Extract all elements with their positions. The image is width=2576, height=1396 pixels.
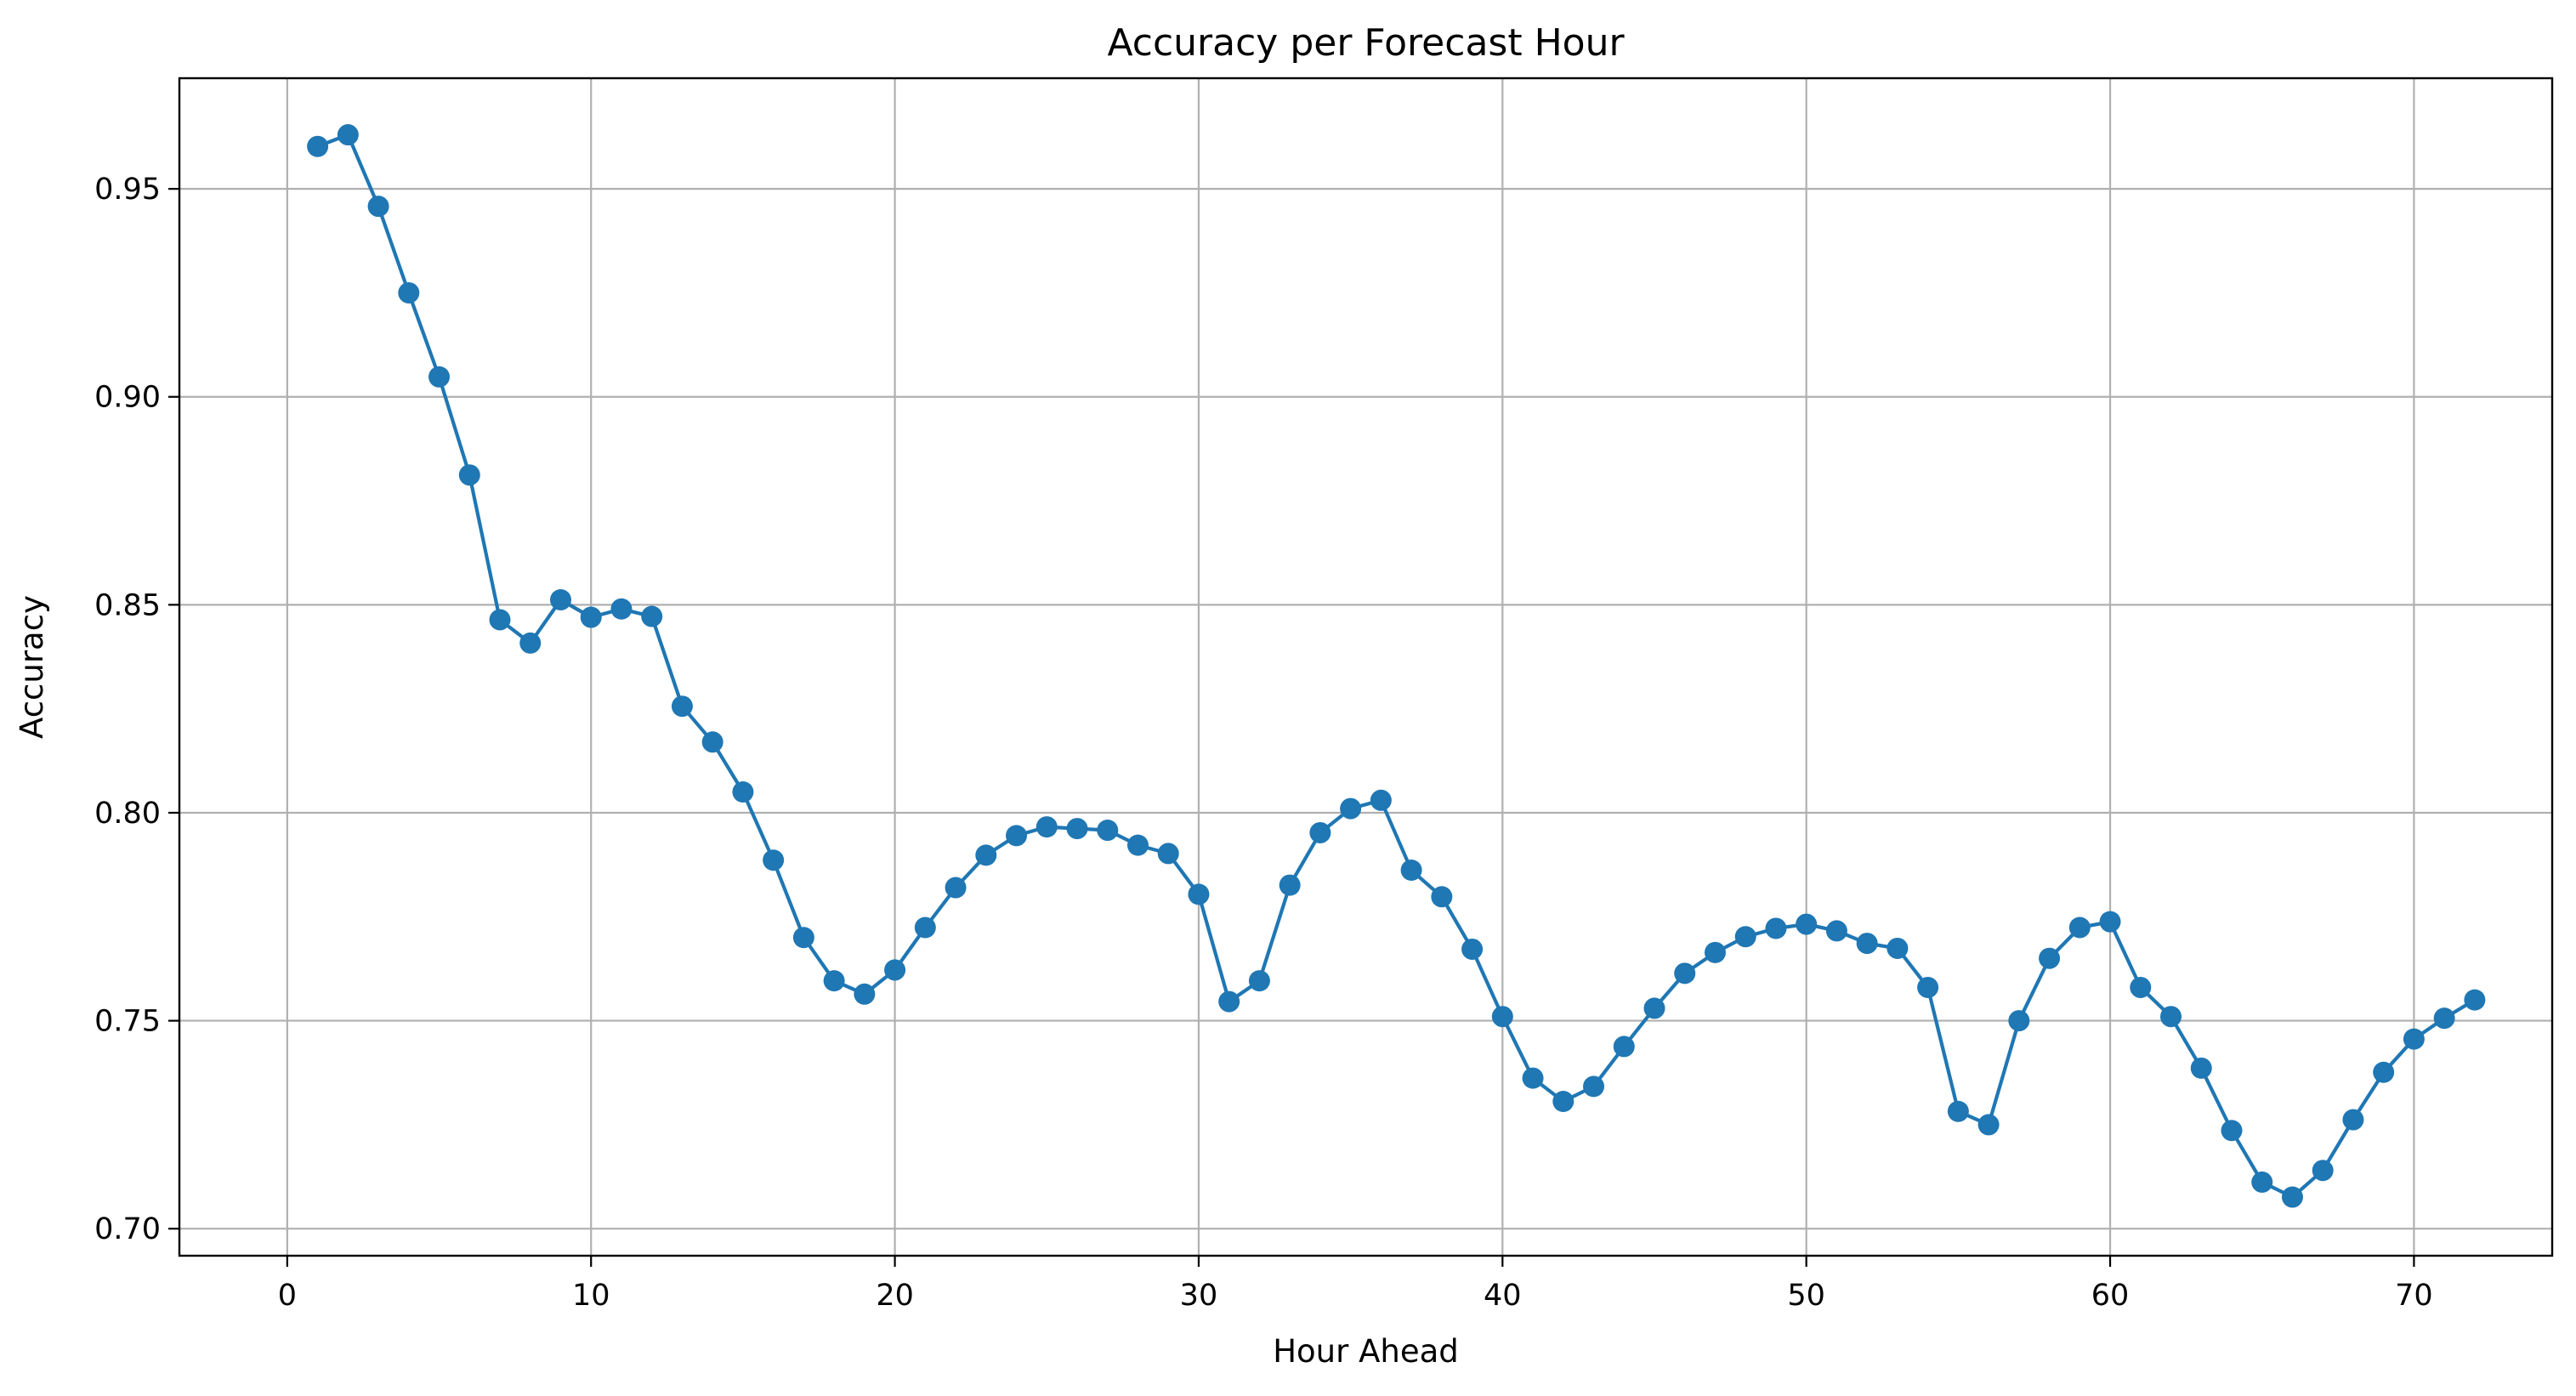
data-point [337, 124, 359, 146]
y-tick-label: 0.80 [94, 797, 161, 831]
data-point [2281, 1186, 2303, 1208]
data-point [1218, 990, 1240, 1013]
data-point [2342, 1109, 2364, 1131]
x-axis-label: Hour Ahead [1273, 1333, 1459, 1370]
data-point [2130, 976, 2152, 998]
x-tick-label: 10 [572, 1279, 610, 1313]
data-point [489, 609, 511, 631]
data-point [610, 598, 633, 620]
x-tick-label: 70 [2395, 1279, 2433, 1313]
y-tick-label: 0.90 [94, 381, 161, 415]
data-point [1552, 1090, 1575, 1112]
series-layer [307, 124, 2486, 1208]
data-point [1036, 816, 1058, 838]
data-point [1947, 1100, 1969, 1122]
data-point [823, 970, 845, 992]
data-point [549, 588, 571, 610]
data-point [458, 464, 480, 486]
data-point [2160, 1006, 2182, 1028]
x-tick-label: 30 [1180, 1279, 1218, 1313]
data-point [1796, 913, 1818, 935]
data-point [884, 959, 906, 981]
data-point [1583, 1075, 1605, 1098]
data-point [1643, 997, 1665, 1019]
data-point [2221, 1120, 2243, 1142]
data-point [1674, 962, 1696, 985]
data-point [1400, 859, 1422, 881]
x-tick-label: 0 [278, 1279, 297, 1313]
y-tick-label: 0.70 [94, 1212, 161, 1246]
data-point [1126, 834, 1149, 856]
data-point [701, 731, 723, 753]
data-point [975, 844, 997, 866]
data-point [1613, 1036, 1635, 1058]
data-point [367, 196, 389, 218]
data-point [398, 281, 420, 304]
grid-layer [179, 78, 2552, 1256]
data-point [2251, 1171, 2273, 1193]
data-point [732, 781, 754, 803]
data-point [2464, 989, 2486, 1011]
data-point [641, 605, 663, 627]
data-point [1188, 883, 1210, 905]
data-point [1340, 797, 1362, 820]
data-point [1887, 937, 1909, 959]
data-point [2433, 1007, 2455, 1030]
data-point [519, 632, 542, 654]
x-tick-label: 40 [1484, 1279, 1522, 1313]
data-point [1825, 920, 1847, 942]
y-tick-label: 0.75 [94, 1005, 161, 1039]
data-point [2068, 916, 2091, 939]
data-point [1309, 821, 1331, 843]
data-point [1097, 820, 1119, 842]
data-point [945, 877, 967, 899]
y-tick-label: 0.95 [94, 173, 161, 207]
data-point [2039, 947, 2061, 969]
data-point [1734, 926, 1756, 948]
data-point [1006, 825, 1028, 847]
data-point [792, 927, 814, 949]
data-point [763, 849, 785, 871]
data-point [2403, 1028, 2425, 1050]
data-point [1461, 938, 1484, 960]
data-point [1248, 970, 1270, 992]
y-tick-label: 0.85 [94, 588, 161, 622]
y-axis-label: Accuracy [14, 595, 50, 739]
x-tick-label: 50 [1787, 1279, 1825, 1313]
data-point [1977, 1114, 2000, 1136]
tick-layer: 0 10 20 30 40 50 60 70 0.70 0.75 0.80 0.85 0.90 0.95 [94, 173, 2433, 1313]
data-point [1491, 1006, 1513, 1028]
data-point [1856, 933, 1878, 955]
data-point [1157, 843, 1179, 865]
axes-frame [178, 77, 2554, 1257]
data-point [1765, 917, 1787, 939]
data-point [428, 366, 451, 388]
data-point [1704, 941, 1726, 963]
data-point [1066, 818, 1088, 840]
data-point [1279, 874, 1301, 896]
data-point [1917, 976, 1939, 998]
series-line [315, 133, 2477, 1200]
data-point [2373, 1061, 2395, 1083]
data-point [2008, 1010, 2030, 1032]
data-point [580, 606, 602, 628]
data-point [1370, 789, 1392, 811]
data-point [1522, 1067, 1544, 1089]
data-point [914, 916, 936, 939]
data-point [671, 695, 693, 718]
data-point [1431, 886, 1453, 908]
data-point [307, 135, 329, 157]
data-point [2312, 1160, 2334, 1182]
data-point [2099, 911, 2121, 933]
data-point [854, 983, 876, 1005]
x-tick-label: 20 [876, 1279, 914, 1313]
data-point [2190, 1057, 2212, 1079]
chart-title: Accuracy per Forecast Hour [1107, 21, 1625, 65]
x-tick-label: 60 [2091, 1279, 2130, 1313]
